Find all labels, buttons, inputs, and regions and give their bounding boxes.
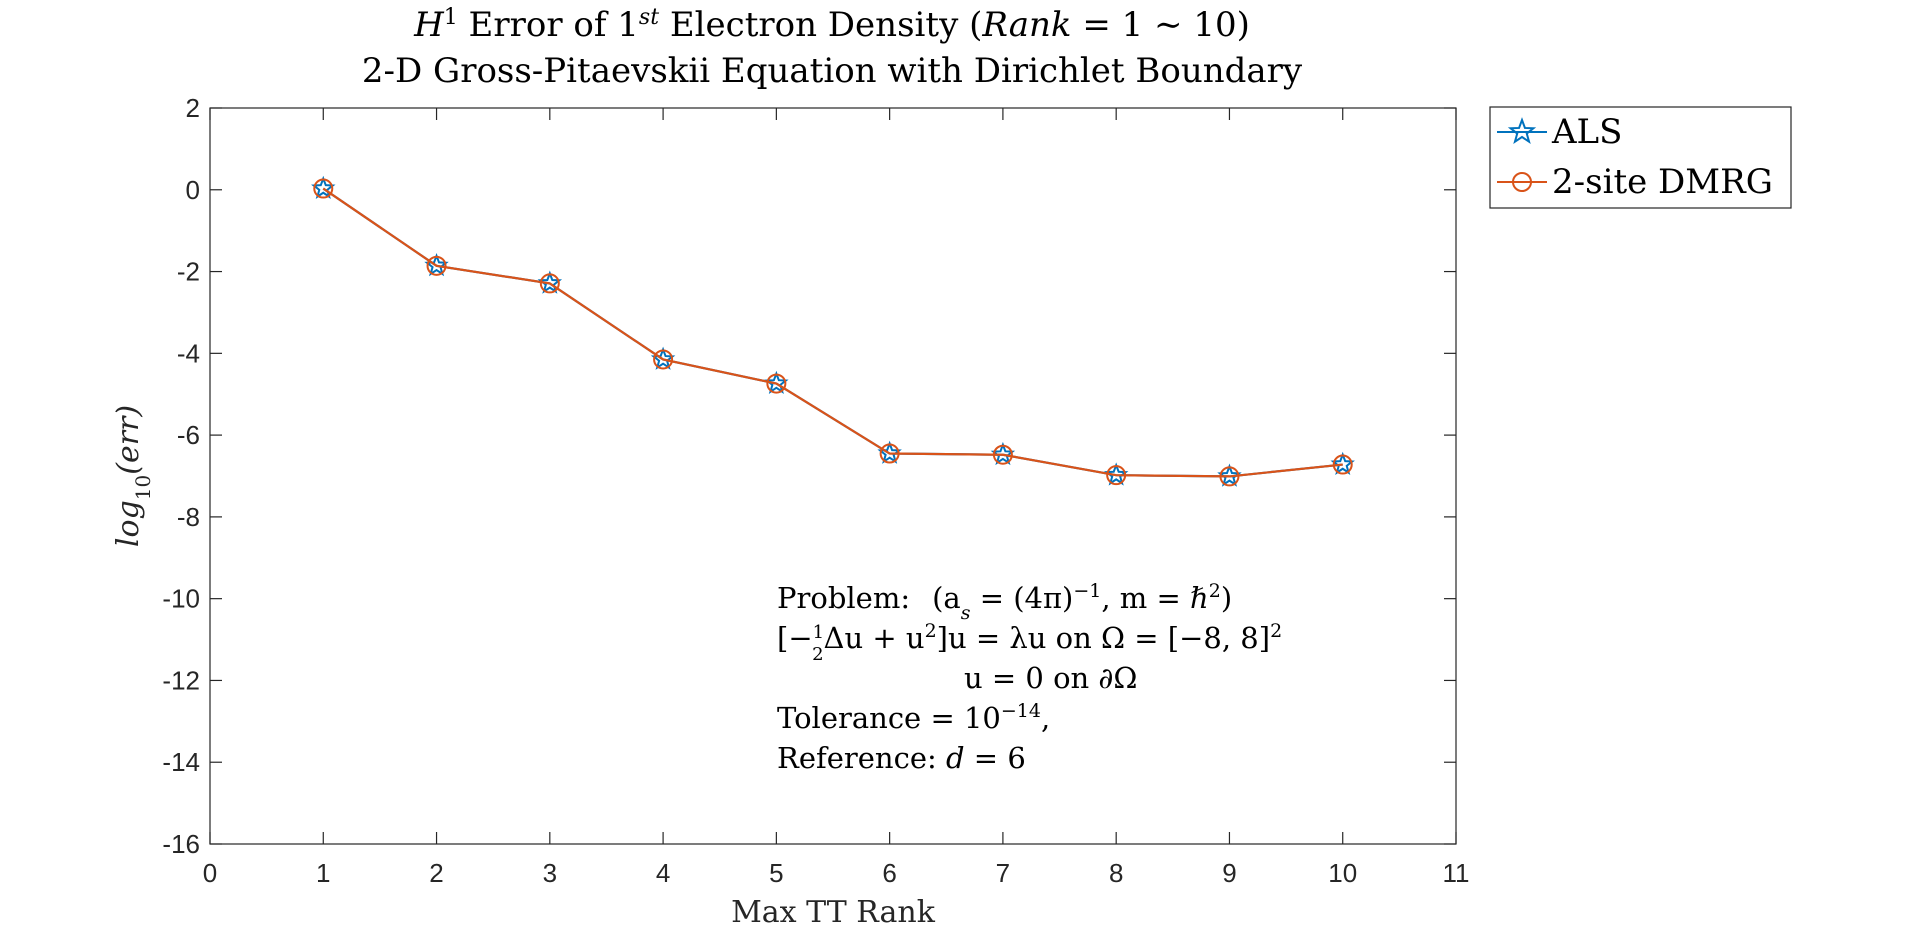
y-tick-label: -10 — [162, 584, 200, 614]
y-tick-label: -12 — [162, 665, 200, 695]
x-tick-label: 2 — [429, 858, 443, 888]
data-point-star — [990, 441, 1016, 466]
y-tick-labels: 2 0 -2 -4 -6 -8 -10 -12 -14 -16 — [162, 93, 200, 859]
data-point-circle — [313, 178, 334, 199]
legend-dmrg-circle-icon — [1512, 172, 1532, 192]
data-point-star — [311, 175, 336, 199]
x-tick-label: 8 — [1109, 858, 1123, 888]
x-tick-label: 1 — [316, 858, 330, 888]
x-tick-label: 7 — [996, 858, 1010, 888]
x-tick-label: 6 — [882, 858, 896, 888]
legend-als-star-icon — [1507, 117, 1537, 145]
chart-title-line1: H1 Error of 1st Electron Density (Rank =… — [413, 5, 1250, 46]
data-point-circle — [653, 349, 674, 370]
axis-ticks — [209, 107, 1457, 845]
data-point-circle — [766, 373, 787, 394]
data-point-circle — [1219, 466, 1240, 487]
series-layer — [311, 175, 1355, 487]
legend-entry-als: ALS — [1497, 112, 1622, 152]
x-tick-labels: 0 1 2 3 4 5 6 7 8 9 10 11 — [203, 858, 1470, 888]
y-tick-label: -6 — [177, 420, 200, 450]
y-tick-label: -14 — [162, 747, 200, 777]
chart-title-line2: 2-D Gross-Pitaevskii Equation with Diric… — [362, 51, 1303, 91]
y-tick-label: 0 — [186, 175, 200, 205]
data-point-circle — [1332, 454, 1353, 475]
y-tick-label: -4 — [177, 338, 200, 368]
annotation-line4: Tolerance = 10−14, — [777, 700, 1050, 735]
series-2-site-dmrg — [313, 178, 1353, 487]
x-tick-label: 0 — [203, 858, 217, 888]
data-point-star — [1330, 451, 1355, 475]
data-point-star — [1103, 462, 1129, 486]
plot-area — [209, 107, 1457, 845]
data-point-star — [1217, 463, 1242, 487]
annotation-line3: u = 0 on ∂Ω — [964, 661, 1137, 695]
annotation-line2: [−1 2Δu + u2]u = λu on Ω = [−8, 8]2 — [777, 620, 1282, 665]
data-point-star — [537, 270, 563, 294]
data-point-circle — [539, 273, 560, 294]
data-point-star — [650, 346, 676, 370]
legend-box — [1489, 106, 1792, 209]
legend: ALS 2-site DMRG — [1489, 106, 1792, 209]
x-tick-label: 11 — [1443, 858, 1470, 888]
x-tick-label: 4 — [656, 858, 670, 888]
legend-entry-dmrg: 2-site DMRG — [1497, 162, 1773, 202]
y-axis-label: log10(err) — [111, 405, 155, 547]
annotation-line1: Problem: (as = (4π)−1, m = ℏ2) — [777, 580, 1232, 624]
x-tick-label: 9 — [1222, 858, 1236, 888]
x-tick-label: 3 — [543, 858, 557, 888]
data-point-circle — [992, 444, 1013, 465]
series-line — [322, 187, 1343, 478]
y-tick-label: -16 — [162, 829, 200, 859]
data-point-circle — [426, 255, 447, 276]
data-point-circle — [1106, 465, 1127, 486]
y-tick-label: -8 — [177, 502, 200, 532]
y-tick-label: -2 — [177, 257, 200, 287]
data-point-star — [424, 252, 449, 277]
legend-als-label: ALS — [1551, 112, 1622, 152]
legend-dmrg-label: 2-site DMRG — [1552, 162, 1773, 202]
x-axis-label: Max TT Rank — [731, 895, 936, 930]
x-tick-label: 5 — [769, 858, 783, 888]
data-point-star — [764, 370, 789, 394]
data-point-circle — [879, 443, 900, 464]
x-tick-label: 10 — [1328, 858, 1357, 888]
y-tick-label: 2 — [186, 93, 200, 123]
annotation-line5: Reference: d = 6 — [777, 741, 1026, 775]
problem-annotation: Problem: (as = (4π)−1, m = ℏ2) [−1 2Δu + u… — [777, 580, 1282, 775]
